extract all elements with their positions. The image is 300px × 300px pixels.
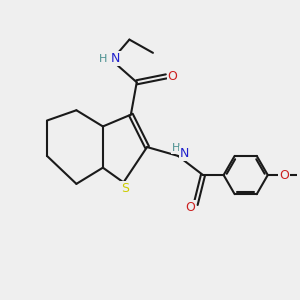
Text: H: H (172, 142, 181, 153)
Text: O: O (168, 70, 178, 83)
Text: N: N (180, 147, 189, 160)
Text: N: N (111, 52, 120, 65)
Text: S: S (121, 182, 129, 195)
Text: H: H (99, 54, 108, 64)
Text: O: O (279, 169, 289, 182)
Text: O: O (185, 201, 195, 214)
